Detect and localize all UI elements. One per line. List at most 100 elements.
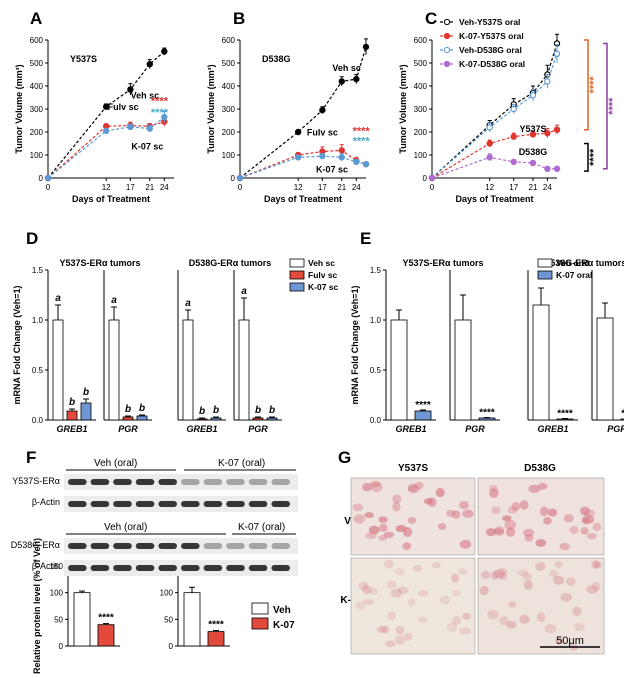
stained-nucleus [450, 573, 459, 583]
data-point [362, 160, 370, 168]
stained-nucleus [563, 514, 574, 523]
significance-letter: a [185, 298, 191, 309]
blot-band [203, 543, 223, 549]
x-axis-label: Days of Treatment [264, 194, 342, 204]
gene-label: PGR [118, 424, 138, 434]
legend-label: Veh-Y537S oral [459, 17, 520, 27]
y-tick-label: 1.0 [32, 316, 44, 325]
data-point [544, 78, 551, 85]
data-point [319, 106, 326, 114]
data-point [553, 165, 561, 172]
stained-nucleus [523, 528, 535, 537]
stained-nucleus [386, 580, 397, 589]
stained-nucleus [423, 498, 434, 505]
legend-marker [443, 60, 451, 68]
significance-stars: **** [621, 409, 624, 420]
stained-nucleus [407, 484, 420, 494]
blot-band [158, 479, 177, 485]
data-point [362, 43, 370, 51]
group-title: D538G-ERα tumors [544, 258, 624, 268]
blot2-row1-label: D538G-ERα [11, 540, 60, 550]
annotation: Y537S [519, 124, 546, 134]
panel-letter-c: C [425, 9, 437, 28]
blot2-row2-label: β-Actin [32, 561, 60, 571]
stained-nucleus [431, 561, 441, 569]
y-tick-label: 600 [30, 36, 44, 45]
blot-band [181, 543, 200, 549]
stained-nucleus [402, 542, 412, 550]
blot-band [248, 565, 268, 571]
series-line-0 [239, 46, 367, 179]
panel-letter-g: G [338, 448, 351, 467]
legend-label: K-07-Y537S oral [459, 31, 524, 41]
data-point [319, 152, 326, 160]
chart-title: D538G [262, 54, 291, 64]
annotation: **** [353, 125, 371, 137]
stained-nucleus [446, 622, 458, 632]
data-point [294, 128, 302, 136]
significance-letter: b [69, 397, 75, 408]
panel-letter-d: D [26, 229, 38, 248]
stained-nucleus [362, 585, 372, 594]
bracket-y537s [584, 39, 589, 131]
stained-nucleus [536, 612, 546, 622]
y-tick-label: 0.5 [370, 366, 382, 375]
y-tick-label: 400 [222, 82, 236, 91]
blot-band [271, 501, 290, 507]
data-point [510, 105, 517, 113]
y-axis-label: Tumor Volume (mm³) [398, 64, 408, 153]
legend-label: Veh oral [556, 258, 589, 268]
stained-nucleus [414, 481, 424, 490]
gene-label: GREB1 [537, 424, 568, 434]
stained-nucleus [554, 561, 563, 569]
gene-label: GREB1 [56, 424, 87, 434]
blot1-group1-label: Veh (oral) [94, 458, 137, 469]
blot-band [248, 543, 268, 549]
blot-band [68, 565, 87, 571]
significance-letter: b [213, 405, 219, 416]
blot-band [113, 501, 132, 507]
stained-nucleus [508, 601, 517, 608]
bar [52, 319, 64, 421]
y-tick-label: 600 [414, 36, 428, 45]
x-tick-label: 24 [352, 183, 361, 192]
bracket-d538g-stars: **** [588, 148, 600, 166]
blot-band [271, 565, 290, 571]
blot-band [135, 501, 155, 507]
x-tick-label: 17 [318, 183, 327, 192]
stained-nucleus [387, 611, 396, 620]
stained-nucleus [502, 515, 512, 522]
data-point [102, 127, 110, 135]
legend-label: K-07 [273, 620, 295, 631]
y-tick-label: 200 [222, 128, 236, 137]
data-point [294, 154, 302, 161]
data-point [127, 86, 134, 93]
y-axis-label: Relative protein level (% of Veh) [32, 538, 42, 674]
blot-band [248, 479, 268, 485]
chart-f-protein-level: Relative protein level (% of Veh) 0 50 100 1… [32, 538, 295, 674]
stained-nucleus [587, 532, 597, 540]
x-axis-label: Days of Treatment [455, 194, 533, 204]
stained-nucleus [462, 509, 474, 518]
stained-nucleus [586, 585, 598, 594]
stained-nucleus [417, 589, 429, 597]
stained-nucleus [535, 538, 547, 547]
annotation: D538G [519, 147, 548, 157]
stained-nucleus [404, 632, 413, 641]
y-axis-label: Tumor Volume (mm³) [206, 64, 216, 153]
stained-nucleus [451, 510, 461, 519]
stained-nucleus [407, 483, 417, 492]
stained-nucleus [459, 501, 469, 510]
stained-nucleus [397, 586, 409, 595]
stained-nucleus [451, 589, 461, 597]
stained-nucleus [535, 562, 546, 571]
stained-nucleus [412, 565, 423, 572]
data-point [544, 129, 551, 137]
y-tick-label: 300 [222, 105, 236, 114]
data-point [510, 133, 517, 140]
chart-e-mrna-oral: mRNA Fold Change (Veh=1) 0.0 0.5 1.0 1.5 ****… [350, 258, 624, 434]
blot-band [203, 479, 223, 485]
stained-nucleus [462, 612, 472, 620]
data-point [428, 174, 436, 182]
y-tick-label: 0.0 [370, 416, 382, 425]
